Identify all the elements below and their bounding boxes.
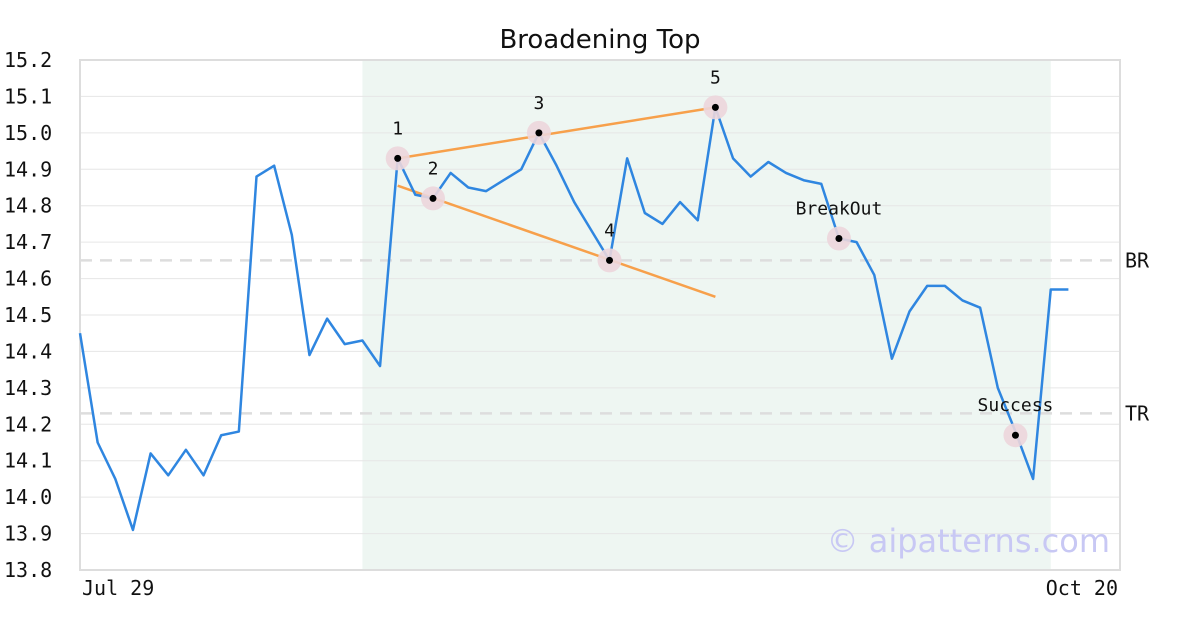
point-5: 5 [703,67,728,120]
y-tick-label: 14.8 [4,194,52,218]
y-tick-label: 14.0 [4,485,52,509]
y-tick-label: 15.1 [4,84,52,108]
y-tick-label: 14.7 [4,230,52,254]
point-label: 1 [392,118,403,139]
point-dot [535,129,543,137]
point-breakout: BreakOut [796,199,883,251]
point-dot [711,103,719,111]
x-axis-ticks: Jul 29 Oct 20 [82,576,1118,600]
x-tick-label: Oct 20 [1046,576,1118,600]
price-series-line [78,106,1069,532]
point-dot [835,235,843,242]
y-axis-ticks: 15.2 15.1 15.0 14.9 14.8 14.7 14.6 14.5 14.4 14.3… [4,48,52,582]
point-dot [606,256,613,264]
y-tick-label: 14.6 [4,267,52,291]
point-label: 2 [428,158,439,179]
point-2: 2 [421,158,445,211]
trend-line [397,184,716,298]
y-tick-label: 14.5 [4,303,52,327]
y-tick-label: 14.2 [4,412,52,436]
x-tick-label: Jul 29 [82,576,154,600]
point-label: BreakOut [796,199,883,220]
point-label: 3 [533,93,544,114]
point-label: Success [978,395,1054,416]
point-label: 4 [604,220,615,241]
trend-line [397,106,716,160]
y-tick-label: 14.1 [4,449,52,473]
reference-label-tr: TR [1125,401,1150,425]
y-tick-label: 15.0 [4,121,52,145]
y-tick-label: 13.9 [4,522,52,546]
watermark: © aipatterns.com [827,522,1110,560]
point-3: 3 [526,93,551,145]
plot-frame [79,59,1121,571]
point-1: 1 [385,118,410,171]
reference-label-br: BR [1125,248,1150,272]
trend-lines [397,106,716,298]
y-tick-label: 13.8 [4,558,52,582]
point-4: 4 [597,220,622,273]
point-dot [1011,431,1019,439]
pattern-points: 1 2 3 4 5 BreakOut Success [385,67,1054,448]
point-dot [429,194,437,202]
y-tick-label: 14.9 [4,157,52,181]
chart-title: Broadening Top [499,25,700,55]
point-label: 5 [710,67,721,88]
y-tick-label: 14.3 [4,376,52,400]
point-success: Success [978,395,1054,448]
point-dot [394,154,402,162]
y-tick-label: 14.4 [4,339,52,363]
y-tick-label: 15.2 [4,48,52,72]
